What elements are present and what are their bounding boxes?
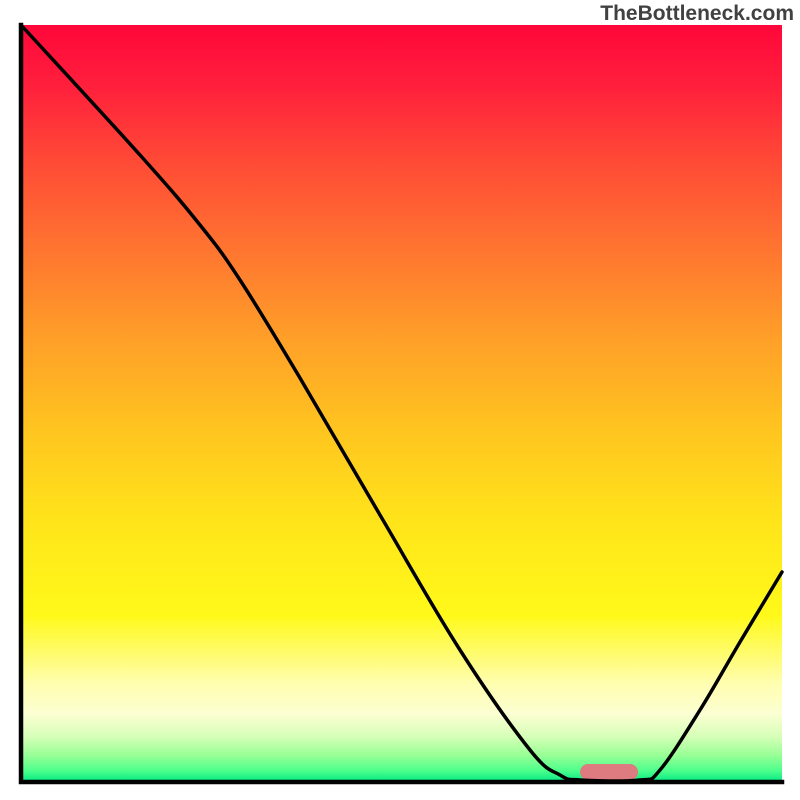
bottleneck-chart bbox=[0, 0, 800, 800]
optimal-marker bbox=[580, 764, 638, 780]
plot-background bbox=[21, 25, 782, 782]
chart-container: TheBottleneck.com bbox=[0, 0, 800, 800]
watermark-text: TheBottleneck.com bbox=[600, 2, 794, 26]
